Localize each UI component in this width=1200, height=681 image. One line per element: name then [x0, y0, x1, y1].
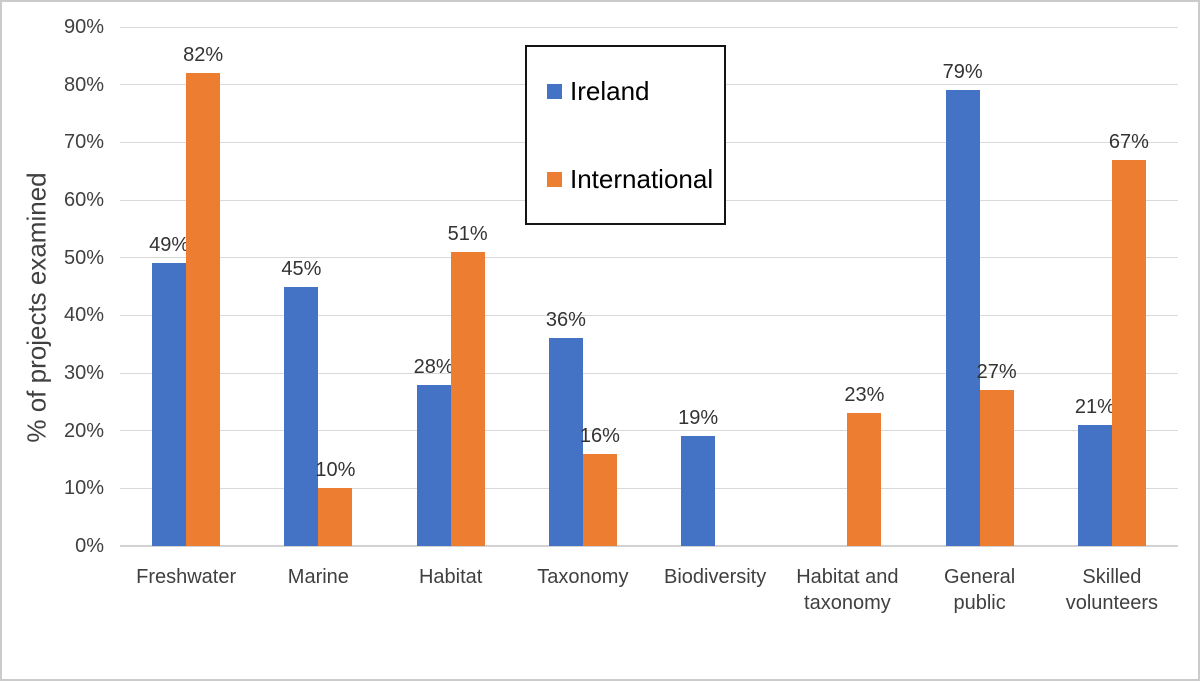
- bar-international-general: [979, 390, 1014, 546]
- bar-international-habitat-and: [847, 413, 882, 546]
- bar-value-label: 49%: [149, 234, 190, 257]
- legend-swatch-international-icon: [547, 171, 562, 187]
- gridline: [120, 314, 1178, 316]
- bar-ireland-biodiversity: [681, 436, 716, 546]
- bar-ireland-general: [945, 90, 980, 546]
- y-axis-tick-label: 90%: [63, 16, 104, 38]
- legend-label-ireland: Ireland: [570, 75, 650, 106]
- bar-value-label: 79%: [942, 61, 983, 84]
- bar-international-habitat: [450, 251, 485, 546]
- y-axis-tick-label: 40%: [63, 304, 104, 327]
- bar-value-label: 36%: [545, 309, 586, 332]
- bar-international-skilled: [1111, 159, 1146, 546]
- x-axis-line: [120, 545, 1178, 547]
- bar-ireland-habitat: [416, 384, 451, 546]
- bar-value-label: 10%: [315, 459, 356, 482]
- gridline: [120, 257, 1178, 259]
- gridline: [120, 26, 1178, 28]
- bar-international-freshwater: [186, 73, 221, 546]
- bar-ireland-skilled: [1077, 424, 1112, 546]
- bar-international-taxonomy: [582, 453, 617, 546]
- legend: Ireland International: [525, 45, 726, 225]
- y-axis-tick-label: 70%: [63, 131, 104, 154]
- bar-value-label: 67%: [1108, 130, 1149, 153]
- bar-ireland-taxonomy: [548, 338, 583, 546]
- bar-value-label: 19%: [678, 407, 719, 430]
- x-axis-category-label: Taxonomy: [537, 566, 629, 588]
- y-axis-tick-label: 10%: [63, 477, 104, 500]
- bar-value-label: 27%: [976, 361, 1017, 384]
- y-axis-tick-label: 0%: [75, 535, 104, 557]
- legend-item-ireland: Ireland: [547, 75, 650, 107]
- x-axis-category-label: Habitat: [418, 566, 483, 588]
- gridline: [120, 487, 1178, 489]
- bar-value-label: 51%: [447, 222, 488, 245]
- legend-item-international: International: [547, 163, 713, 195]
- bar-value-label: 28%: [413, 355, 454, 378]
- bar-ireland-freshwater: [152, 263, 187, 546]
- y-axis-tick-label: 80%: [63, 73, 104, 96]
- x-axis-category-label: Biodiversity: [663, 566, 767, 588]
- x-axis-category-label: Marine: [287, 566, 349, 588]
- bar-international-marine: [318, 488, 353, 546]
- gridline: [120, 372, 1178, 374]
- y-axis-tick-label: 60%: [63, 189, 104, 211]
- y-axis-tick-label: 50%: [63, 246, 104, 269]
- bar-ireland-marine: [284, 286, 319, 546]
- legend-label-international: International: [570, 163, 714, 194]
- x-axis-category-label: Freshwater: [136, 566, 237, 588]
- gridline: [120, 430, 1178, 432]
- legend-swatch-ireland-icon: [547, 83, 562, 99]
- bar-value-label: 16%: [579, 424, 620, 447]
- bar-value-label: 21%: [1074, 395, 1115, 418]
- bar-value-label: 23%: [844, 384, 885, 407]
- x-axis-category-label: Skilled volunteers: [1065, 566, 1159, 614]
- x-axis-category-label: Habitat and taxonomy: [796, 566, 899, 614]
- y-axis-tick-label: 30%: [63, 362, 104, 384]
- bar-value-label: 82%: [183, 44, 224, 67]
- x-axis-category-label: General public: [944, 566, 1016, 614]
- y-axis-tick-label: 20%: [63, 419, 104, 442]
- bar-value-label: 45%: [281, 257, 322, 280]
